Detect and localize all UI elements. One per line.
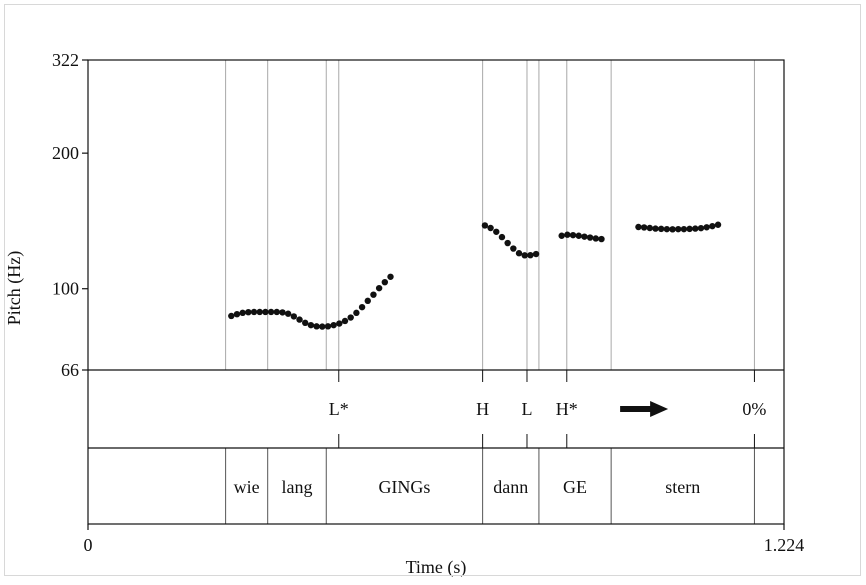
- pitch-point: [358, 303, 366, 311]
- pitch-point: [381, 278, 389, 286]
- tone-label: L: [521, 399, 532, 419]
- boundary-lines-layer: [225, 60, 755, 370]
- pitch-point: [267, 308, 275, 316]
- pitch-point: [646, 224, 654, 232]
- word-label: stern: [665, 477, 700, 497]
- pitch-point: [307, 321, 315, 329]
- x-tick-label: 1.224: [764, 535, 805, 555]
- figure-border: [4, 4, 861, 576]
- pitch-point: [532, 250, 540, 258]
- y-axis-label: Pitch (Hz): [4, 251, 25, 325]
- pitch-point: [669, 226, 676, 233]
- pitch-point: [387, 273, 394, 280]
- tone-label: H: [476, 399, 489, 419]
- axes-layer: 322 200 100 66 0 1.224: [52, 50, 804, 555]
- pitch-point: [498, 233, 506, 241]
- pitch-point: [347, 314, 354, 321]
- pitch-point: [364, 297, 371, 305]
- pitch-point: [341, 317, 349, 325]
- word-label: dann: [493, 477, 528, 497]
- pitch-point: [652, 225, 659, 232]
- pitch-point: [564, 231, 571, 238]
- pitch-point: [284, 310, 292, 317]
- pitch-point: [336, 320, 343, 327]
- pitch-points-layer: [228, 221, 722, 330]
- pitch-point: [504, 239, 511, 247]
- x-axis-label: Time (s): [406, 557, 467, 578]
- pitch-point: [296, 316, 303, 323]
- pitch-point: [592, 235, 599, 242]
- word-label: GINGs: [378, 477, 430, 497]
- word-label: wie: [234, 477, 260, 497]
- pitch-point: [239, 309, 246, 317]
- pitch-point: [692, 225, 699, 232]
- tone-label: L*: [329, 399, 349, 419]
- y-tick-label: 322: [52, 50, 79, 70]
- pitch-point: [273, 308, 280, 316]
- pitch-point: [487, 224, 494, 232]
- pitch-point: [319, 323, 326, 330]
- pitch-point: [558, 232, 565, 239]
- pitch-point: [657, 225, 665, 233]
- pitch-point: [598, 235, 605, 243]
- pitch-point: [569, 231, 577, 239]
- pitch-point: [324, 323, 332, 330]
- pitch-point: [686, 225, 693, 233]
- pitch-point: [370, 291, 377, 298]
- pitch-point: [256, 308, 263, 316]
- pitch-point: [586, 234, 594, 241]
- pitch-point: [250, 308, 258, 316]
- pitch-point: [635, 223, 642, 231]
- pitch-point: [581, 233, 588, 240]
- x-tick-label: 0: [84, 535, 93, 555]
- pitch-point: [302, 319, 309, 327]
- pitch-point: [330, 321, 337, 329]
- arrow-icon: [620, 401, 669, 417]
- pitch-point: [697, 224, 705, 232]
- pitch-point: [510, 245, 517, 252]
- pitch-point: [703, 224, 710, 231]
- pitch-point: [527, 251, 534, 259]
- pitch-point: [680, 225, 688, 233]
- tier-layer: wie lang GINGs dann GE stern L* H L H* 0%: [225, 370, 766, 524]
- y-tick-label: 66: [61, 360, 79, 380]
- pitch-point: [228, 312, 235, 320]
- word-label: lang: [281, 477, 312, 497]
- y-tick-label: 200: [52, 143, 79, 163]
- pitch-point: [640, 224, 648, 231]
- pitch-point: [233, 310, 241, 318]
- pitch-point: [493, 228, 500, 235]
- pitch-point: [521, 252, 528, 259]
- pitch-point: [262, 308, 269, 316]
- pitch-point: [709, 222, 716, 230]
- pitch-point: [313, 323, 320, 330]
- pitch-point: [481, 222, 489, 229]
- pitch-point: [353, 309, 360, 317]
- pitch-point: [663, 225, 671, 233]
- tone-label: 0%: [742, 399, 766, 419]
- pitch-point: [290, 313, 298, 320]
- pitch-point: [675, 225, 682, 233]
- pitch-point: [515, 250, 523, 257]
- y-tick-label: 100: [52, 279, 79, 299]
- tone-label: H*: [556, 399, 578, 419]
- plot-frame: [87, 59, 785, 525]
- pitch-point: [279, 309, 286, 316]
- pitch-point: [245, 308, 252, 316]
- pitch-point: [714, 221, 722, 228]
- word-label: GE: [563, 477, 587, 497]
- pitch-point: [575, 232, 582, 239]
- pitch-point: [375, 284, 383, 292]
